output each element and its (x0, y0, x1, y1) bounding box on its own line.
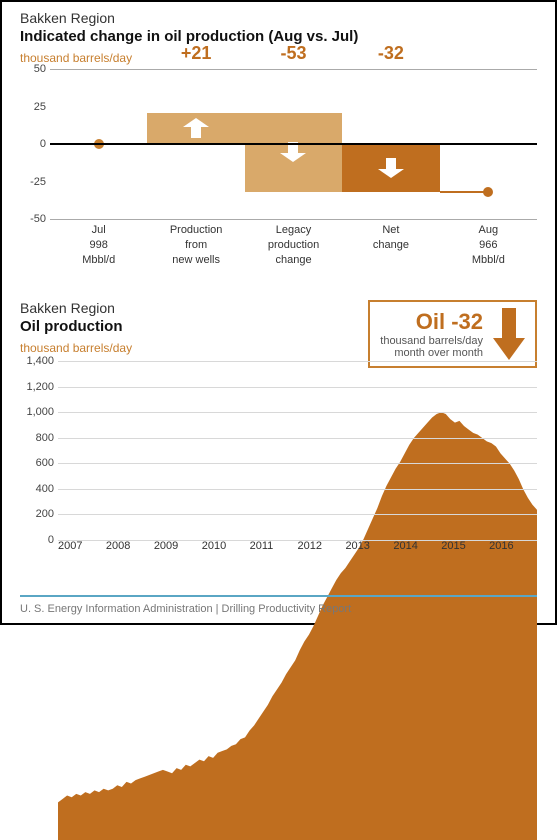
y-tick: 50 (34, 63, 46, 75)
y-tick: 200 (36, 508, 54, 520)
down-arrow-icon (276, 142, 310, 162)
down-arrow-icon (374, 158, 408, 178)
y-tick: 0 (40, 138, 46, 150)
x-label: Aug966Mbbl/d (440, 219, 537, 272)
x-label: 2008 (106, 540, 154, 556)
badge-main: Oil -32 (380, 309, 483, 335)
y-tick: 1,200 (26, 381, 54, 393)
y-tick: -50 (30, 213, 46, 225)
badge-sub: month over month (380, 347, 483, 359)
gridline (50, 219, 537, 220)
oil-change-badge: Oil -32 thousand barrels/day month over … (368, 300, 537, 368)
x-label: Legacyproductionchange (245, 219, 342, 272)
connector (440, 191, 489, 193)
y-tick: 25 (34, 101, 46, 113)
x-label: 2016 (489, 540, 537, 556)
gridline (58, 438, 537, 439)
gridline (58, 387, 537, 388)
area-panel: Bakken Region Oil production thousand ba… (2, 292, 555, 582)
gridline (58, 412, 537, 413)
footer-source: U. S. Energy Information Administration … (20, 595, 537, 615)
y-tick: 600 (36, 457, 54, 469)
waterfall-plot: -50-2502550 +21-53-32 Jul998Mbbl/dProduc… (20, 69, 537, 219)
down-arrow-icon (493, 308, 525, 360)
x-label: 2010 (202, 540, 250, 556)
gridline (50, 69, 537, 70)
x-label: 2013 (345, 540, 393, 556)
area-plot: 02004006008001,0001,2001,400 20072008200… (20, 361, 537, 556)
waterfall-value: +21 (147, 43, 244, 64)
x-label: 2012 (298, 540, 346, 556)
gridline (58, 514, 537, 515)
x-label: 2011 (250, 540, 298, 556)
x-label: Jul998Mbbl/d (50, 219, 147, 272)
y-tick: 400 (36, 483, 54, 495)
gridline (58, 540, 537, 541)
y-tick: -25 (30, 176, 46, 188)
badge-sub: thousand barrels/day (380, 335, 483, 347)
region-label: Bakken Region (20, 10, 537, 26)
x-label: 2014 (393, 540, 441, 556)
zero-line (50, 143, 537, 145)
up-arrow-icon (179, 118, 213, 138)
y-tick: 1,400 (26, 355, 54, 367)
waterfall-panel: Bakken Region Indicated change in oil pr… (2, 2, 555, 292)
waterfall-value: -32 (342, 43, 439, 64)
x-label: 2007 (58, 540, 106, 556)
eia-chart-card: Bakken Region Indicated change in oil pr… (0, 0, 557, 625)
x-label: 2015 (441, 540, 489, 556)
y-tick: 1,000 (26, 406, 54, 418)
gridline (58, 489, 537, 490)
x-label: Netchange (342, 219, 439, 272)
gridline (58, 463, 537, 464)
y-tick: 0 (48, 534, 54, 546)
waterfall-value: -53 (245, 43, 342, 64)
x-label: Productionfromnew wells (147, 219, 244, 272)
gridline (58, 361, 537, 362)
y-tick: 800 (36, 432, 54, 444)
x-label: 2009 (154, 540, 202, 556)
area-series (58, 412, 537, 840)
